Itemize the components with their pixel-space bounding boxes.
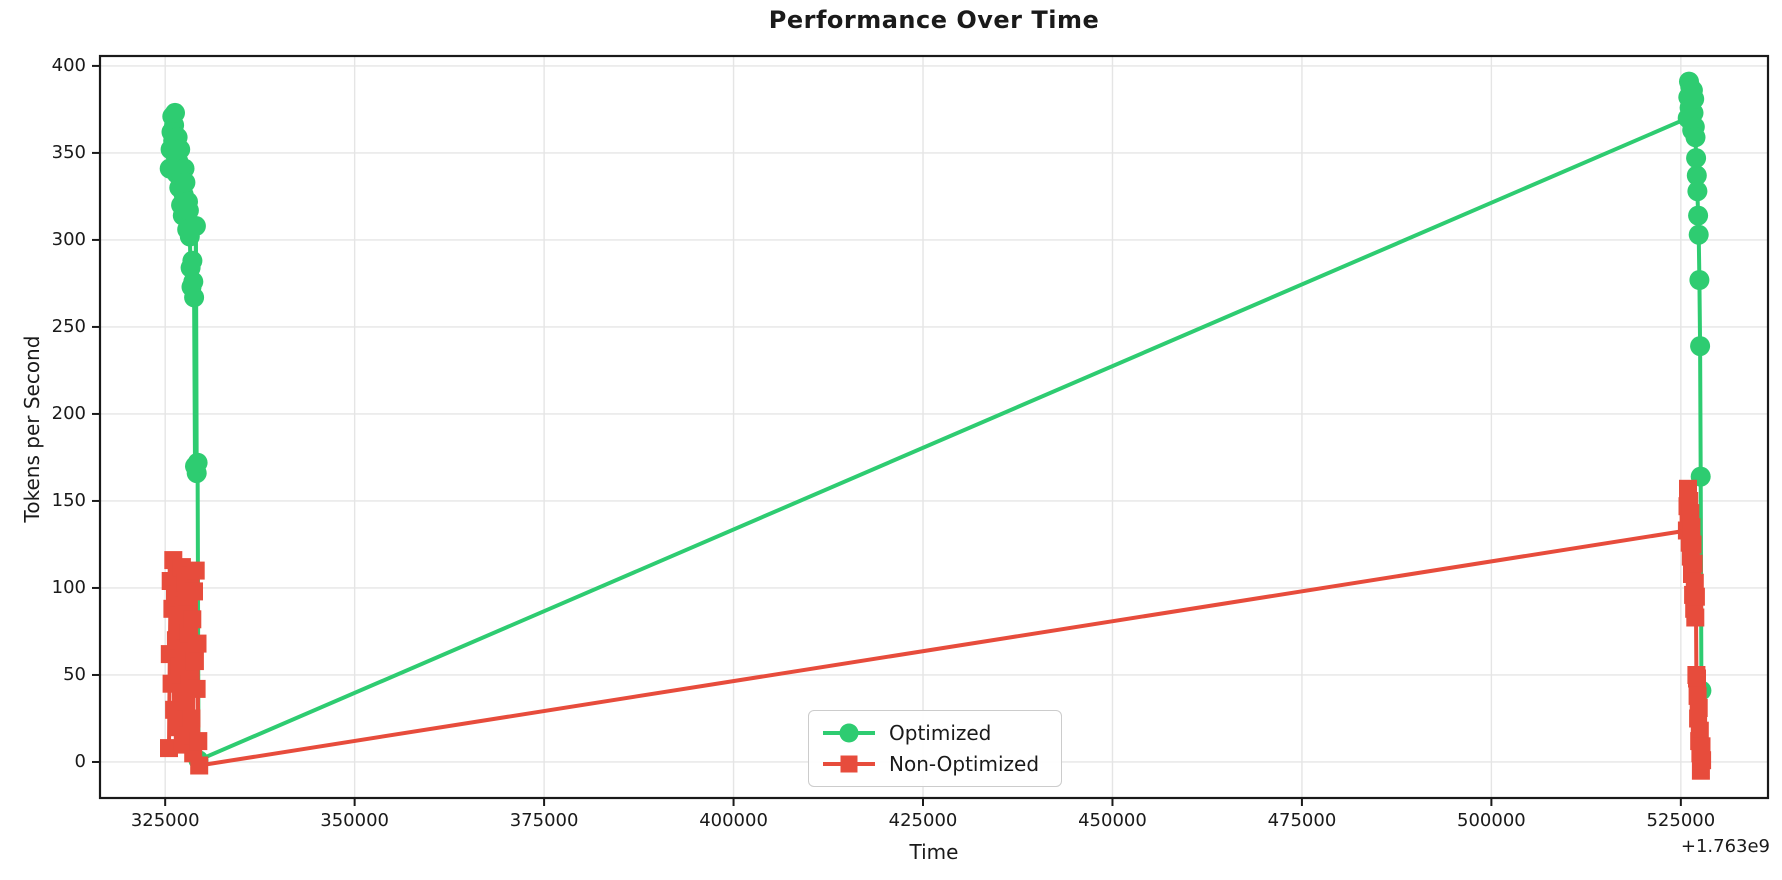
data-point-marker bbox=[170, 139, 191, 160]
x-axis-offset-label: +1.763e9 bbox=[1680, 836, 1770, 857]
series-line bbox=[167, 79, 1704, 763]
x-tick-label: 475000 bbox=[1268, 810, 1337, 831]
x-tick-label: 350000 bbox=[320, 810, 389, 831]
legend-label-optimized: Optimized bbox=[889, 721, 992, 746]
x-axis-label: Time bbox=[909, 840, 959, 864]
data-point-marker bbox=[1690, 336, 1711, 357]
data-point-marker bbox=[1689, 699, 1708, 717]
y-tick-label: 100 bbox=[52, 577, 86, 598]
data-point-marker bbox=[1684, 554, 1703, 573]
data-point-marker bbox=[183, 271, 204, 292]
circle-marker-icon bbox=[839, 723, 859, 743]
data-point-marker bbox=[1681, 504, 1700, 523]
x-tick-label: 400000 bbox=[699, 810, 768, 831]
data-point-marker bbox=[185, 652, 204, 671]
square-marker-icon bbox=[840, 755, 858, 773]
y-tick-label: 400 bbox=[52, 55, 86, 76]
chart-title: Performance Over Time bbox=[768, 6, 1100, 34]
data-point-marker bbox=[188, 634, 207, 653]
data-point-marker bbox=[185, 216, 206, 236]
y-tick-label: 50 bbox=[63, 664, 86, 685]
data-point-marker bbox=[165, 102, 185, 123]
data-point-marker bbox=[1693, 751, 1712, 770]
non-optimized-line-sample bbox=[823, 755, 875, 773]
data-point-marker bbox=[1686, 148, 1707, 169]
x-tick-label: 500000 bbox=[1457, 810, 1526, 831]
x-tick-label: 525000 bbox=[1646, 810, 1715, 831]
legend-label-non-optimized: Non-Optimized bbox=[889, 751, 1040, 776]
data-point-marker bbox=[1686, 608, 1705, 627]
data-point-marker bbox=[1686, 587, 1705, 606]
data-point-marker bbox=[1686, 165, 1707, 186]
data-point-marker bbox=[1692, 737, 1711, 756]
data-point-marker bbox=[186, 561, 205, 580]
data-point-marker bbox=[1689, 270, 1710, 290]
data-point-marker bbox=[160, 739, 178, 758]
optimized-line-sample bbox=[823, 723, 875, 743]
data-point-marker bbox=[190, 756, 209, 775]
y-axis-label: Tokens per Second bbox=[20, 335, 44, 523]
axes-spines bbox=[98, 54, 1770, 800]
data-point-marker bbox=[1684, 89, 1705, 109]
data-point-marker bbox=[175, 172, 196, 193]
x-tick-label: 325000 bbox=[131, 810, 200, 831]
y-tick-label: 300 bbox=[52, 229, 86, 250]
data-point-marker bbox=[182, 250, 203, 271]
y-tick-label: 200 bbox=[52, 403, 86, 424]
data-point-marker bbox=[185, 582, 203, 601]
legend-item-non-optimized: Non-Optimized bbox=[809, 754, 1061, 774]
data-point-marker bbox=[1688, 205, 1709, 226]
data-point-marker bbox=[1683, 535, 1702, 554]
y-tick-label: 250 bbox=[52, 316, 86, 337]
x-tick-label: 375000 bbox=[510, 810, 579, 831]
data-point-marker bbox=[184, 287, 205, 308]
data-point-marker bbox=[1688, 224, 1709, 245]
y-tick-label: 150 bbox=[52, 490, 86, 511]
data-point-marker bbox=[1685, 127, 1706, 148]
data-point-marker bbox=[1688, 669, 1706, 688]
y-tick-label: 0 bbox=[75, 751, 86, 772]
data-point-marker bbox=[1690, 721, 1709, 740]
data-point-marker bbox=[178, 200, 199, 221]
data-point-marker bbox=[182, 709, 201, 728]
data-point-marker bbox=[1685, 573, 1704, 592]
y-tick-label: 350 bbox=[52, 142, 86, 163]
legend: Optimized Non-Optimized bbox=[808, 710, 1062, 787]
x-tick-label: 450000 bbox=[1078, 810, 1147, 831]
data-point-marker bbox=[1687, 181, 1708, 202]
legend-item-optimized: Optimized bbox=[809, 723, 1061, 743]
data-point-marker bbox=[183, 610, 202, 629]
data-point-marker bbox=[180, 666, 199, 684]
data-point-marker bbox=[1682, 518, 1701, 537]
data-point-marker bbox=[189, 732, 208, 751]
data-point-marker bbox=[187, 452, 208, 473]
data-point-marker bbox=[187, 679, 206, 698]
x-tick-label: 425000 bbox=[889, 810, 958, 831]
